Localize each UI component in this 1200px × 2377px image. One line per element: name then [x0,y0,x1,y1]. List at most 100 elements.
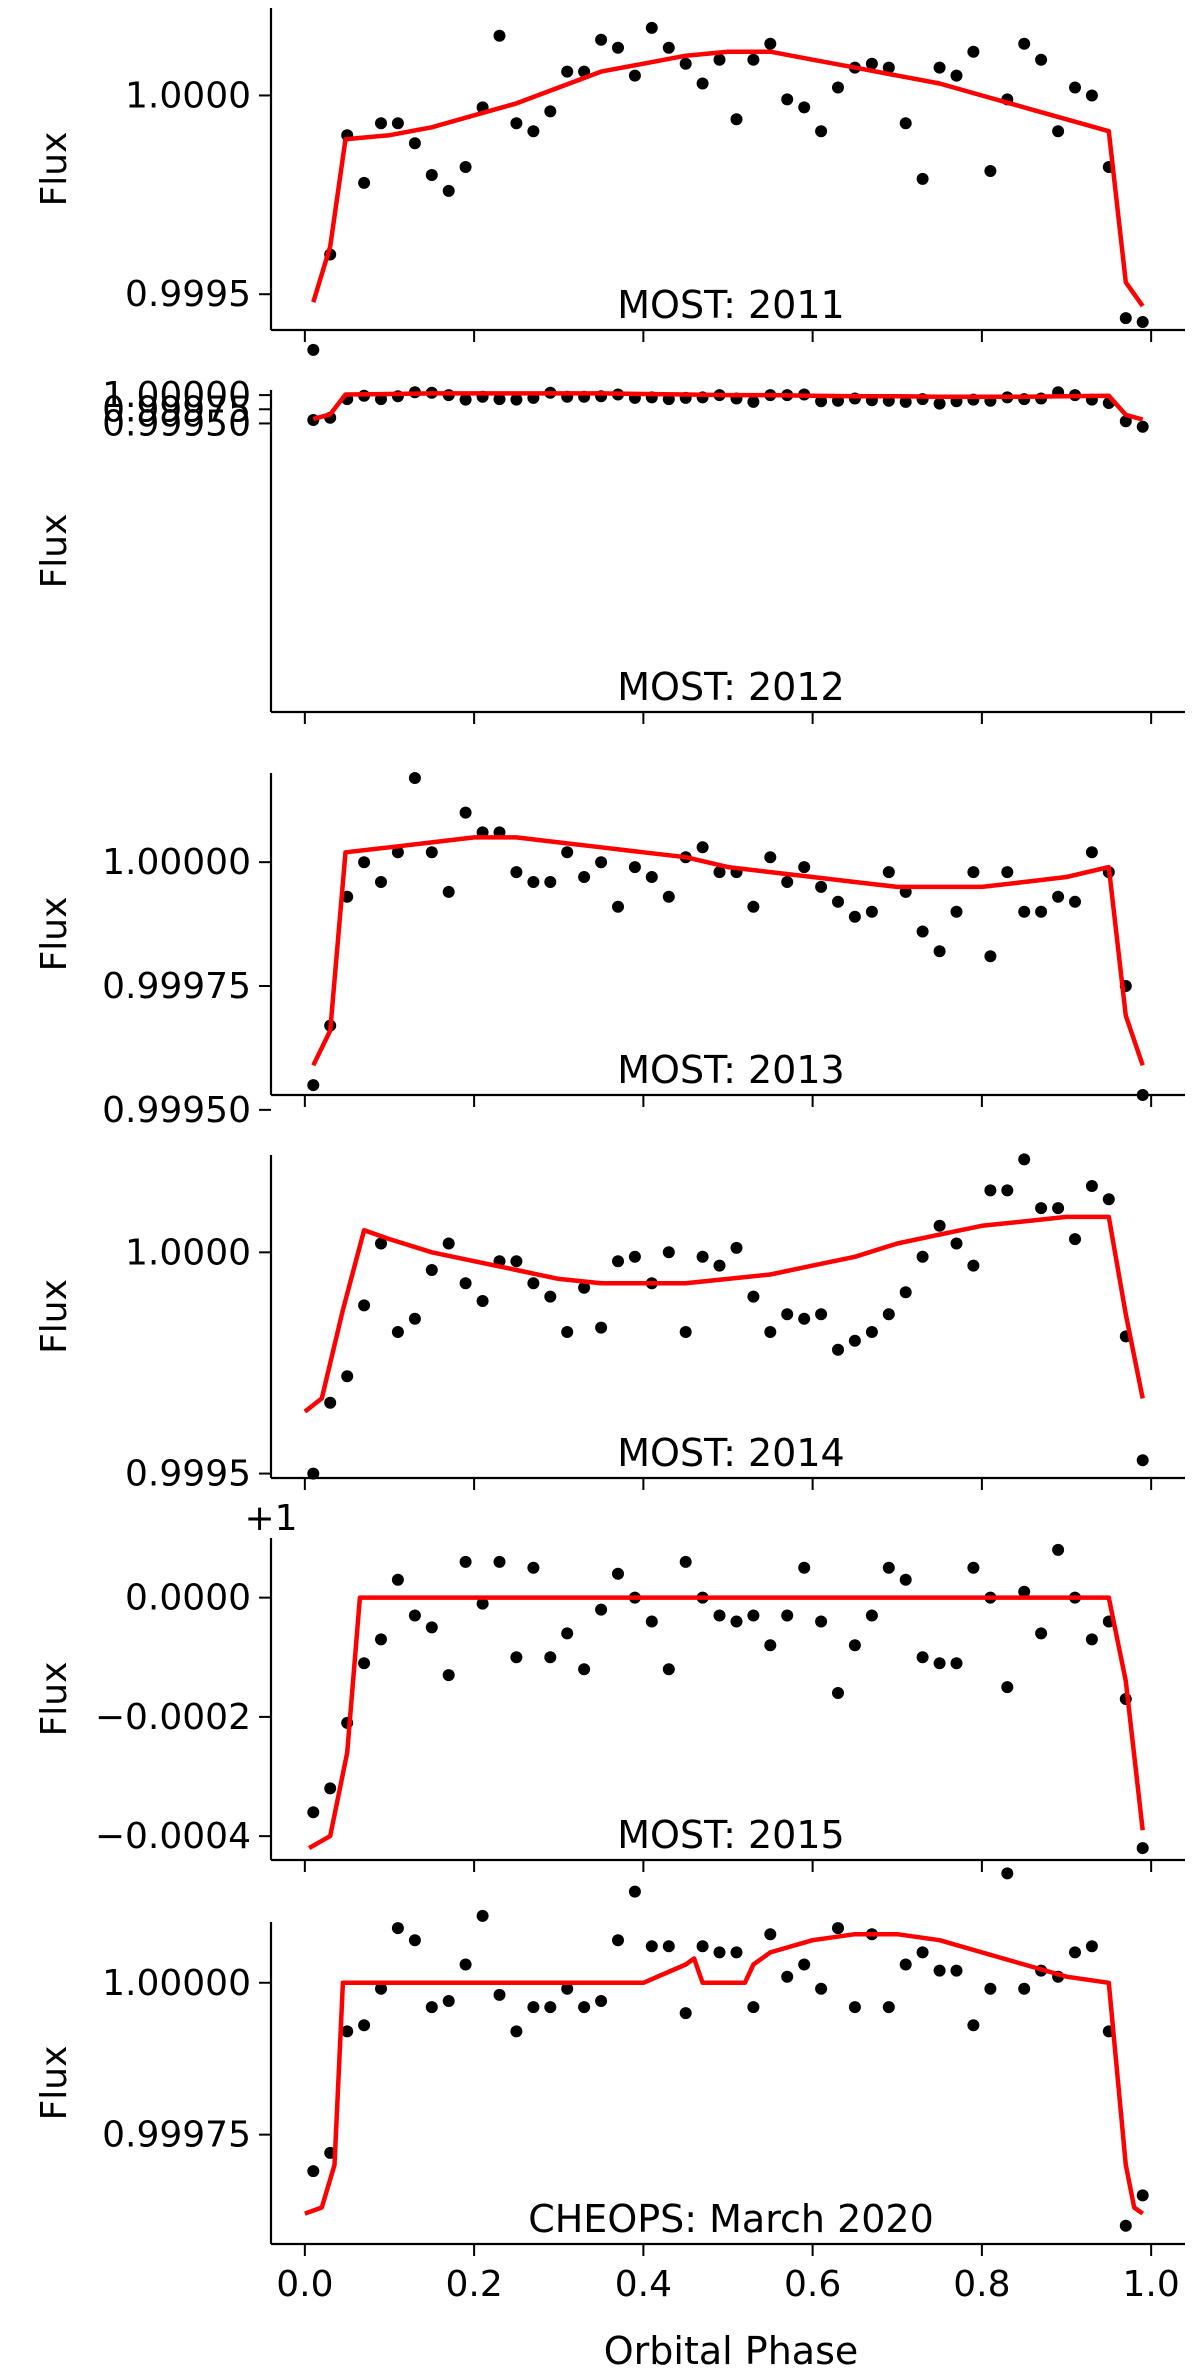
data-point [1069,81,1081,94]
data-point [882,1561,895,1574]
data-point [899,1573,912,1586]
data-point [408,1312,421,1325]
y-tick-label: 1.0000 [125,75,251,116]
data-point [527,1277,540,1290]
data-point [510,393,523,406]
data-point [899,1958,912,1971]
data-point [645,1940,658,1953]
panel-title: MOST: 2014 [617,1431,844,1475]
data-point [544,876,557,888]
data-point [764,1639,777,1652]
data-point [848,910,861,923]
data-point [865,905,878,918]
y-tick-label: 1.00000 [102,842,251,883]
y-tick-label: 1.00000 [102,375,251,416]
data-point [612,41,624,54]
data-point [713,866,726,879]
data-point [984,1184,997,1197]
data-point [595,1603,608,1616]
panel-title: CHEOPS: March 2020 [528,2197,934,2241]
data-point [882,61,895,74]
data-point [730,1241,743,1254]
data-point [1136,316,1149,328]
data-point [324,1782,337,1795]
data-point [798,101,811,114]
data-point [527,2001,540,2014]
data-point [408,772,421,784]
data-point [459,806,472,819]
data-point [967,866,980,879]
data-point [916,1946,929,1959]
chart-panel: 0.99975 1.00000 0.0 0.2 0.4 0.6 0.8 1.0 Flux CHEO… [34,1867,1185,2305]
y-axis-label: Flux [34,132,75,207]
data-point [375,1237,387,1250]
y-axis-label: Flux [34,1662,75,1737]
data-point [612,1934,624,1947]
data-point [459,393,472,406]
data-point [1052,125,1065,138]
data-point [882,866,895,879]
y-tick-label: 0.9995 [125,1454,251,1495]
data-point [713,1609,726,1622]
data-point [679,2007,692,2020]
data-point [679,57,692,70]
data-point [341,1370,354,1383]
data-point [1085,1180,1098,1192]
data-point [561,1627,574,1640]
data-point [476,1295,489,1307]
data-point [815,1308,828,1321]
data-point [916,1250,929,1263]
data-point [442,885,455,898]
offset-label: +1 [244,1498,297,1539]
data-point [645,21,658,34]
x-tick-label: 0.0 [276,2264,333,2305]
data-point [578,871,591,883]
data-point [815,1982,828,1995]
data-point [747,1609,760,1622]
data-point [798,1958,811,1971]
y-axis-label: Flux [34,897,75,972]
data-point [984,950,997,963]
data-point [408,1609,421,1622]
data-point [459,161,472,173]
data-point [1018,1982,1031,1995]
data-point [628,861,641,874]
data-point [764,851,777,864]
data-point [324,1396,337,1409]
data-point [544,1290,557,1303]
data-point [1035,905,1048,918]
data-point [358,856,371,869]
data-point [442,1237,455,1250]
data-point [1018,1585,1031,1598]
x-tick-label: 1.0 [1123,2264,1180,2305]
data-point [358,1657,371,1670]
data-point [865,1326,878,1338]
data-point [950,905,963,918]
data-point [713,53,726,66]
data-point [781,1609,794,1622]
data-point [815,125,828,138]
data-point [375,117,387,130]
model-line [304,1931,1145,2216]
model-line [303,1214,1145,1414]
data-point [442,1669,455,1682]
data-point [848,2001,861,2014]
model-line [311,49,1145,308]
data-point [493,1988,506,2001]
y-tick-label: 0.99975 [102,2115,251,2156]
data-point [493,393,506,406]
data-point [730,113,743,126]
data-point [950,1657,963,1670]
data-point [662,890,675,903]
data-point [628,69,641,82]
data-point [307,343,320,356]
data-point [493,29,506,42]
data-point [425,1621,438,1634]
y-axis-label: Flux [34,514,75,589]
data-point [933,1219,946,1232]
data-point [832,895,844,908]
chart-panel: 0.9995 1.0000 Flux MOST: 2014 [34,1153,1185,1495]
data-point [612,1255,624,1268]
chart-panel: −0.0004 −0.0002 0.0000 Flux +1 MOST: 2015 [34,1498,1185,1872]
